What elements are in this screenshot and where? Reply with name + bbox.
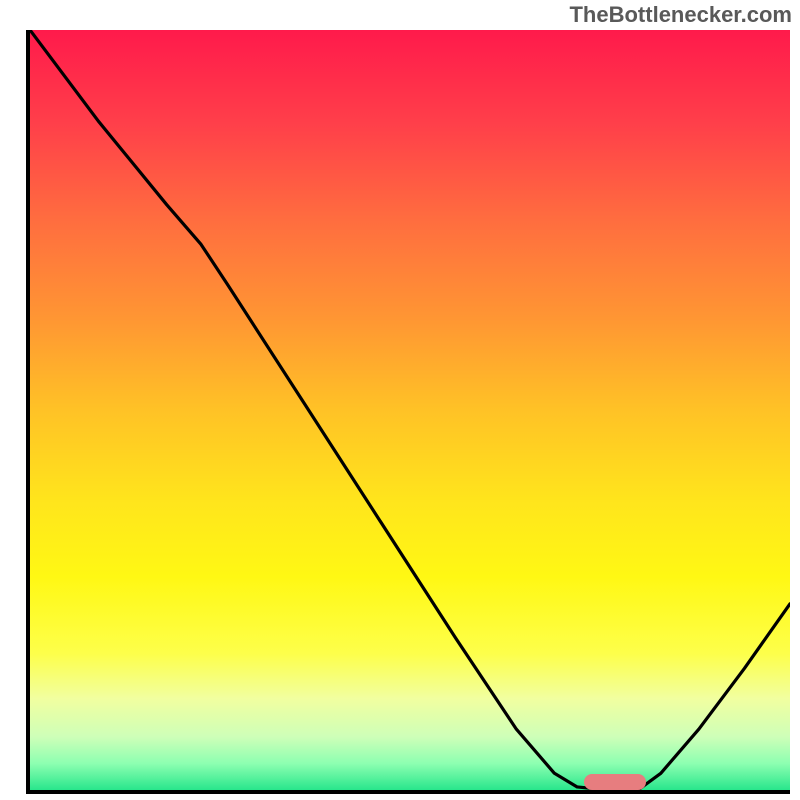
y-axis <box>26 30 30 794</box>
watermark-text: TheBottlenecker.com <box>569 2 792 28</box>
plot-area <box>30 30 790 790</box>
optimal-marker <box>584 774 646 790</box>
bottleneck-chart: TheBottlenecker.com <box>0 0 800 800</box>
x-axis <box>26 790 790 794</box>
bottleneck-curve <box>30 30 790 790</box>
